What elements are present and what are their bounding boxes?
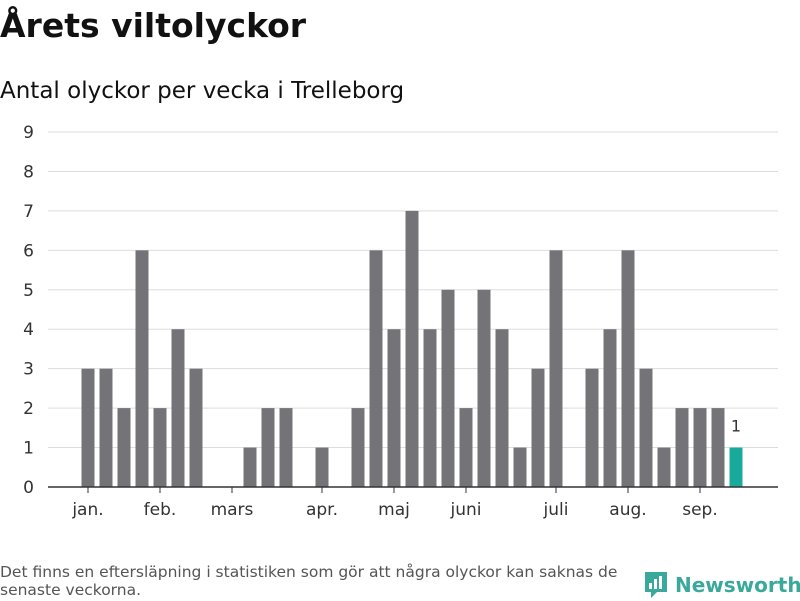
bars	[81, 210, 743, 487]
bar	[675, 408, 689, 487]
bar	[135, 250, 149, 487]
x-tick-label: jan.	[71, 500, 103, 520]
bar	[585, 368, 599, 487]
bar	[423, 329, 437, 487]
x-tick-label: maj	[378, 500, 410, 520]
y-tick-label: 8	[23, 162, 34, 182]
bar	[279, 408, 293, 487]
bar	[261, 408, 275, 487]
y-tick-label: 9	[23, 123, 34, 143]
bar	[81, 368, 95, 487]
highlight-value-label: 1	[731, 417, 741, 436]
x-tick-label: feb.	[144, 500, 177, 520]
bar	[243, 447, 257, 487]
bar	[603, 329, 617, 487]
bar	[459, 408, 473, 487]
bar	[495, 329, 509, 487]
bar	[657, 447, 671, 487]
bar	[99, 368, 113, 487]
x-tick-label: juli	[543, 500, 569, 520]
chart-title: Årets viltolyckor	[0, 6, 307, 45]
bar	[387, 329, 401, 487]
x-tick-label: sep.	[682, 500, 718, 520]
x-axis: jan. feb. mars apr. maj juni juli aug. sep.	[48, 486, 778, 520]
x-tick-label: mars	[211, 500, 254, 520]
bar	[369, 250, 383, 487]
bar-chart: 0 1 2 3 4 5 6 7 8 9 jan. feb. mars apr. maj juni juli au…	[23, 123, 778, 520]
bar	[189, 368, 203, 487]
brand-logo[interactable]: Newsworthy	[643, 569, 800, 601]
brand-name: Newsworthy	[675, 573, 800, 597]
footnote: Det finns en eftersläpning i statistiken…	[0, 563, 618, 599]
bar	[639, 368, 653, 487]
y-tick-label: 3	[23, 360, 34, 380]
bar	[441, 289, 455, 487]
bar	[693, 408, 707, 487]
x-tick-label: apr.	[306, 500, 338, 520]
bar	[621, 250, 635, 487]
chart-subtitle: Antal olyckor per vecka i Trelleborg	[0, 78, 405, 104]
y-tick-label: 1	[23, 439, 34, 459]
bar	[351, 408, 365, 487]
y-axis: 0 1 2 3 4 5 6 7 8 9	[23, 123, 34, 498]
bar	[513, 447, 527, 487]
x-tick-label: juni	[450, 500, 482, 520]
y-tick-label: 0	[23, 478, 34, 498]
bar	[153, 408, 167, 487]
y-tick-label: 4	[23, 320, 34, 340]
y-tick-label: 2	[23, 399, 34, 419]
bar	[477, 289, 491, 487]
y-tick-label: 6	[23, 241, 34, 261]
bar-highlight	[729, 447, 743, 487]
x-tick-label: aug.	[609, 500, 646, 520]
y-tick-label: 5	[23, 281, 34, 301]
bar	[549, 250, 563, 487]
annotations: 1	[731, 417, 741, 436]
bar	[405, 210, 419, 487]
bar	[711, 408, 725, 487]
bar	[117, 408, 131, 487]
bar	[315, 447, 329, 487]
bar	[531, 368, 545, 487]
y-tick-label: 7	[23, 202, 34, 222]
bar	[171, 329, 185, 487]
newsworthy-logo-icon	[645, 572, 667, 598]
